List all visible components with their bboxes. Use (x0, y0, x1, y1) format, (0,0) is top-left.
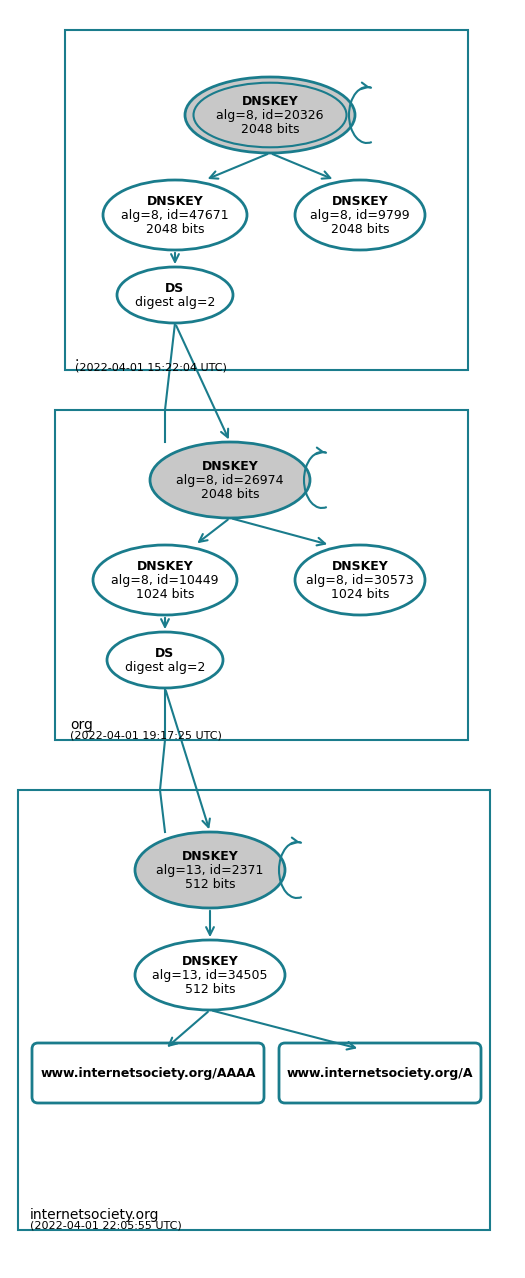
Text: 2048 bits: 2048 bits (331, 222, 389, 235)
Text: digest alg=2: digest alg=2 (135, 295, 215, 308)
Text: 2048 bits: 2048 bits (201, 487, 259, 501)
Bar (18, 790, 490, 1229)
Text: alg=8, id=30573: alg=8, id=30573 (306, 574, 414, 587)
FancyBboxPatch shape (279, 1043, 481, 1103)
Text: DNSKEY: DNSKEY (136, 560, 193, 573)
Text: (2022-04-01 19:17:25 UTC): (2022-04-01 19:17:25 UTC) (70, 730, 222, 740)
Text: 2048 bits: 2048 bits (146, 222, 204, 235)
Ellipse shape (107, 633, 223, 688)
Bar (65, 29, 468, 371)
Text: 1024 bits: 1024 bits (136, 588, 194, 601)
Text: 1024 bits: 1024 bits (331, 588, 389, 601)
Text: (2022-04-01 22:05:55 UTC): (2022-04-01 22:05:55 UTC) (30, 1220, 182, 1229)
Text: .: . (75, 350, 79, 364)
Text: DNSKEY: DNSKEY (182, 850, 238, 863)
Text: alg=8, id=47671: alg=8, id=47671 (121, 208, 229, 221)
Text: internetsociety.org: internetsociety.org (30, 1208, 160, 1222)
Text: alg=8, id=10449: alg=8, id=10449 (111, 574, 219, 587)
FancyBboxPatch shape (32, 1043, 264, 1103)
Text: 512 bits: 512 bits (185, 983, 235, 996)
Ellipse shape (295, 544, 425, 615)
Text: 512 bits: 512 bits (185, 878, 235, 891)
Text: digest alg=2: digest alg=2 (125, 661, 205, 674)
Text: alg=8, id=20326: alg=8, id=20326 (216, 109, 324, 121)
Ellipse shape (117, 267, 233, 323)
Ellipse shape (185, 77, 355, 153)
Ellipse shape (194, 83, 346, 147)
Text: www.internetsociety.org/AAAA: www.internetsociety.org/AAAA (40, 1067, 256, 1080)
Text: alg=8, id=26974: alg=8, id=26974 (176, 474, 284, 487)
Ellipse shape (150, 442, 310, 518)
Text: DS: DS (165, 281, 185, 294)
Ellipse shape (295, 180, 425, 250)
Text: 2048 bits: 2048 bits (241, 123, 299, 135)
Bar (55, 410, 468, 740)
Text: www.internetsociety.org/A: www.internetsociety.org/A (287, 1067, 473, 1080)
Text: org: org (70, 718, 93, 732)
Ellipse shape (135, 832, 285, 907)
Ellipse shape (135, 941, 285, 1010)
Text: alg=13, id=34505: alg=13, id=34505 (152, 969, 268, 982)
Text: alg=13, id=2371: alg=13, id=2371 (156, 864, 264, 877)
Text: DNSKEY: DNSKEY (182, 955, 238, 967)
Text: DNSKEY: DNSKEY (146, 194, 203, 207)
Text: alg=8, id=9799: alg=8, id=9799 (310, 208, 410, 221)
Ellipse shape (103, 180, 247, 250)
Text: DNSKEY: DNSKEY (242, 95, 298, 107)
Text: DNSKEY: DNSKEY (332, 560, 388, 573)
Text: DNSKEY: DNSKEY (332, 194, 388, 207)
Text: DNSKEY: DNSKEY (202, 460, 258, 473)
Ellipse shape (93, 544, 237, 615)
Text: (2022-04-01 15:22:04 UTC): (2022-04-01 15:22:04 UTC) (75, 362, 227, 372)
Text: DS: DS (155, 647, 175, 659)
